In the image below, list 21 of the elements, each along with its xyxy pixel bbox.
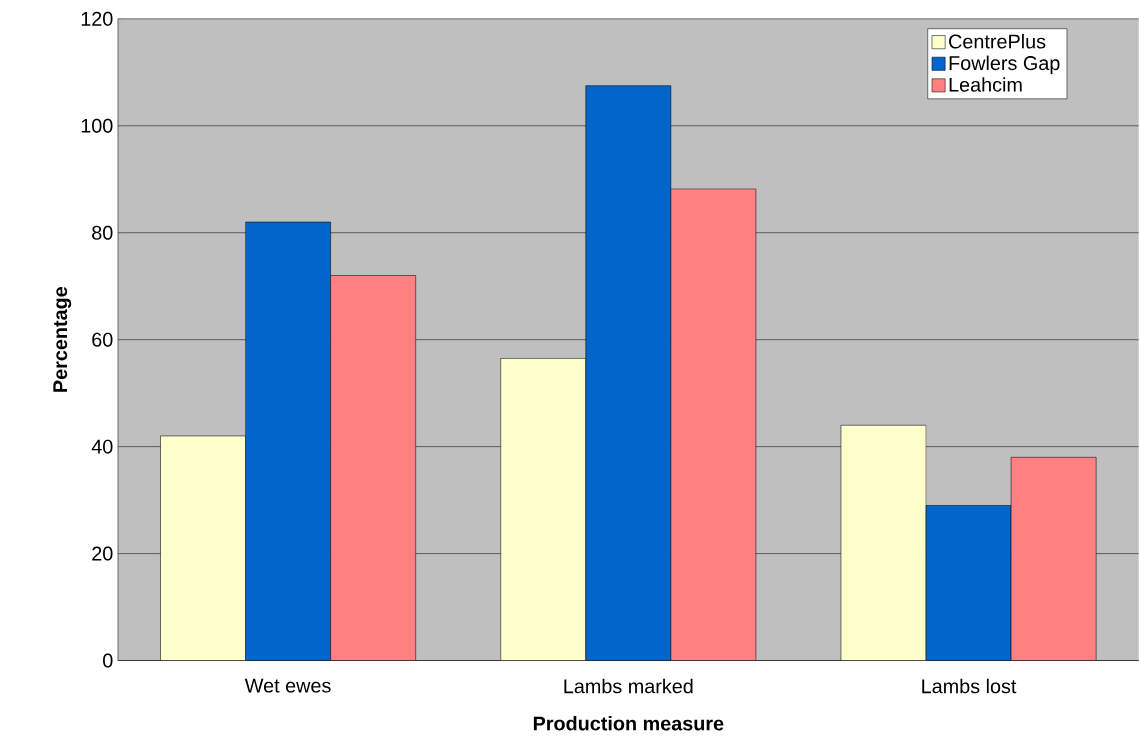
- x-tick-label: Lambs lost: [922, 678, 1017, 694]
- x-tick-label: Lambs marked: [564, 678, 693, 694]
- y-tick-label: 40: [91, 439, 113, 454]
- y-tick-label: 0: [103, 653, 113, 668]
- bar: [160, 435, 246, 661]
- y-tick-label: 20: [92, 546, 113, 561]
- y-tick-label: 60: [92, 332, 113, 347]
- bar: [585, 85, 672, 661]
- x-axis-title: Production measure: [533, 716, 724, 731]
- y-tick-label: 80: [92, 225, 113, 240]
- y-axis-title: Percentage: [53, 287, 72, 392]
- bar: [500, 358, 587, 661]
- bar: [840, 425, 927, 661]
- bar: [925, 505, 1012, 661]
- y-tick-label: 100: [81, 118, 113, 133]
- legend-label: Fowlers Gap: [949, 55, 1060, 75]
- x-tick-label: Wet ewes: [244, 678, 331, 693]
- legend-label: CentrePlus: [949, 34, 1046, 49]
- legend-label: Leahcim: [949, 77, 1022, 92]
- bar: [245, 221, 331, 661]
- y-tick-label: 120: [81, 11, 113, 26]
